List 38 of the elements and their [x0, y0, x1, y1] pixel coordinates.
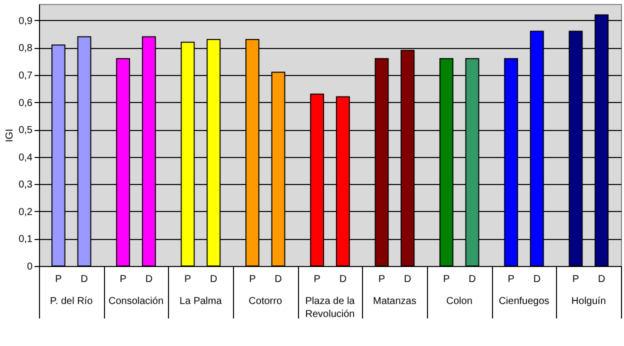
y-tick-label: 0,1	[18, 234, 33, 246]
x-tick-label: Plaza de la Revolución	[305, 296, 356, 320]
text: D	[274, 274, 282, 285]
x-tick-label: P. del Río	[50, 296, 94, 307]
x-tick-label: Consolación	[108, 296, 164, 307]
text: P	[120, 274, 126, 285]
text: P	[443, 274, 450, 285]
series-label: P	[55, 274, 62, 285]
x-tick-label: Holguín	[571, 296, 606, 307]
text: D	[533, 274, 541, 285]
y-axis-title: IGI	[4, 128, 16, 142]
text: P	[249, 274, 256, 285]
y-tick-label: 0,7	[18, 70, 33, 82]
text: P	[314, 274, 320, 285]
text: P	[378, 274, 386, 285]
x-tick-label: Cotorro	[248, 296, 282, 307]
text: D	[404, 274, 412, 285]
x-tick-label: La Palma	[180, 296, 222, 307]
y-tick-label: 0,2	[18, 206, 33, 218]
text: D	[339, 274, 347, 285]
text: P	[572, 274, 580, 285]
y-tick-label: 0	[26, 262, 33, 272]
text: D	[598, 274, 606, 285]
y-tick-label: 0,8	[18, 43, 33, 54]
text: P	[508, 274, 514, 285]
y-tick-label: 0,3	[18, 180, 33, 191]
x-tick-label: Matanzas	[372, 296, 416, 307]
y-tick-label: 0,6	[18, 98, 33, 109]
y-tick-label: 0,5	[18, 125, 33, 136]
text: D	[145, 274, 153, 285]
x-tick-label: Cienfuegos	[498, 296, 550, 307]
text: D	[468, 274, 476, 285]
y-tick-label: 0,4	[18, 152, 33, 164]
text: D	[210, 274, 218, 285]
x-tick-label: Colon	[446, 296, 472, 307]
y-tick-label: 0,9	[18, 16, 33, 27]
series-label: D	[80, 274, 88, 285]
text: P	[184, 274, 192, 285]
